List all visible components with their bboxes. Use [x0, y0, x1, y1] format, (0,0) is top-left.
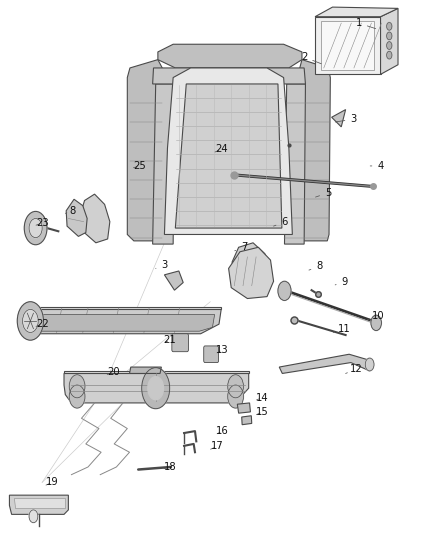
- Text: 17: 17: [210, 441, 223, 451]
- Text: 12: 12: [346, 364, 363, 374]
- Text: 13: 13: [216, 345, 229, 355]
- Text: 25: 25: [133, 161, 146, 171]
- Text: 8: 8: [65, 206, 76, 216]
- Polygon shape: [152, 68, 305, 84]
- Polygon shape: [40, 314, 215, 331]
- Text: 3: 3: [155, 260, 168, 270]
- Text: 9: 9: [335, 277, 348, 287]
- Text: 2: 2: [301, 52, 321, 64]
- Text: 16: 16: [216, 426, 229, 436]
- Circle shape: [22, 310, 38, 333]
- Text: 6: 6: [274, 217, 288, 227]
- Circle shape: [387, 22, 392, 30]
- Text: 8: 8: [309, 262, 322, 271]
- Circle shape: [278, 281, 291, 301]
- Text: 7: 7: [235, 243, 247, 252]
- Polygon shape: [10, 495, 68, 514]
- Text: 1: 1: [356, 18, 376, 29]
- Text: 14: 14: [255, 393, 268, 403]
- Polygon shape: [36, 307, 221, 310]
- Circle shape: [29, 219, 42, 238]
- Circle shape: [371, 315, 381, 330]
- Polygon shape: [332, 110, 346, 127]
- Text: 21: 21: [164, 335, 177, 345]
- Polygon shape: [175, 84, 282, 228]
- Polygon shape: [381, 9, 398, 74]
- FancyBboxPatch shape: [172, 334, 188, 352]
- Circle shape: [24, 212, 47, 245]
- Circle shape: [17, 302, 43, 340]
- Text: 18: 18: [164, 462, 177, 472]
- Polygon shape: [229, 247, 274, 298]
- Text: 19: 19: [46, 478, 59, 487]
- FancyBboxPatch shape: [204, 346, 219, 362]
- Circle shape: [69, 375, 85, 398]
- Polygon shape: [279, 354, 373, 374]
- Polygon shape: [315, 17, 381, 74]
- Circle shape: [148, 377, 163, 400]
- Circle shape: [142, 368, 170, 409]
- Polygon shape: [152, 84, 174, 244]
- Polygon shape: [66, 199, 87, 237]
- Polygon shape: [158, 44, 302, 68]
- Polygon shape: [64, 374, 249, 403]
- Circle shape: [365, 358, 374, 371]
- Polygon shape: [321, 21, 374, 70]
- Text: 5: 5: [315, 188, 331, 198]
- Text: 15: 15: [256, 407, 269, 417]
- Polygon shape: [232, 243, 271, 290]
- Circle shape: [29, 510, 38, 523]
- Polygon shape: [33, 310, 221, 334]
- Circle shape: [387, 51, 392, 59]
- Polygon shape: [242, 416, 252, 425]
- Circle shape: [228, 385, 244, 408]
- Text: 20: 20: [107, 367, 120, 377]
- Text: 10: 10: [367, 311, 385, 321]
- Polygon shape: [164, 68, 292, 235]
- Polygon shape: [164, 271, 183, 290]
- Polygon shape: [285, 84, 305, 244]
- Circle shape: [69, 385, 85, 408]
- Polygon shape: [237, 403, 251, 413]
- Text: 23: 23: [36, 218, 49, 228]
- Text: 4: 4: [370, 161, 384, 171]
- Text: 3: 3: [335, 114, 357, 124]
- Polygon shape: [315, 7, 398, 17]
- Polygon shape: [127, 60, 162, 241]
- Polygon shape: [14, 498, 65, 508]
- Circle shape: [387, 32, 392, 40]
- Text: 11: 11: [333, 324, 350, 334]
- Text: 22: 22: [36, 319, 49, 329]
- Polygon shape: [80, 194, 110, 243]
- Polygon shape: [300, 60, 330, 241]
- Circle shape: [228, 375, 244, 398]
- Polygon shape: [130, 367, 161, 374]
- Circle shape: [387, 42, 392, 50]
- Text: 24: 24: [215, 144, 227, 154]
- Polygon shape: [64, 371, 249, 374]
